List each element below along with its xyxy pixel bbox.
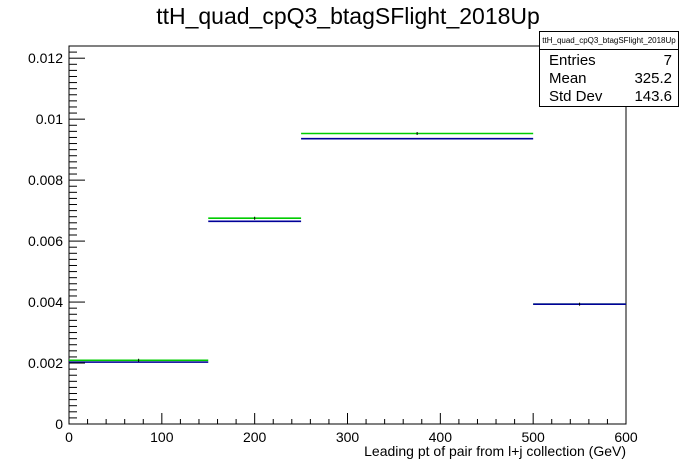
stats-value: 7 — [663, 52, 672, 69]
stats-row-std-dev: Std Dev 143.6 — [549, 87, 672, 106]
stats-title: ttH_quad_cpQ3_btagSFlight_2018Up — [540, 32, 678, 50]
x-tick-label: 0 — [65, 429, 73, 445]
y-tick-label: 0.006 — [28, 233, 63, 249]
x-tick-label: 400 — [429, 429, 453, 445]
x-tick-label: 100 — [150, 429, 174, 445]
y-tick-label: 0.01 — [36, 111, 63, 127]
stats-label: Mean — [549, 70, 587, 87]
stats-row-mean: Mean 325.2 — [549, 69, 672, 88]
stats-value: 143.6 — [634, 88, 672, 105]
stats-value: 325.2 — [634, 70, 672, 87]
y-tick-label: 0.002 — [28, 355, 63, 371]
stats-row-entries: Entries 7 — [549, 51, 672, 70]
x-tick-label: 300 — [336, 429, 360, 445]
stats-label: Std Dev — [549, 88, 603, 105]
x-axis-label: Leading pt of pair from l+j collection (… — [364, 443, 626, 459]
y-tick-label: 0.008 — [28, 172, 63, 188]
x-tick-label: 600 — [614, 429, 638, 445]
y-axis: 0 0.002 0.004 0.006 0.008 0.01 0.012 — [28, 45, 85, 432]
x-axis: 0 100 200 300 400 500 600 — [65, 413, 638, 445]
y-tick-label: 0.004 — [28, 294, 63, 310]
stats-label: Entries — [549, 52, 596, 69]
histogram-bins — [69, 131, 626, 363]
y-tick-label: 0 — [55, 416, 63, 432]
x-tick-label: 500 — [521, 429, 545, 445]
chart-title: ttH_quad_cpQ3_btagSFlight_2018Up — [156, 3, 540, 29]
stats-box: ttH_quad_cpQ3_btagSFlight_2018Up Entries… — [539, 31, 679, 107]
y-tick-label: 0.012 — [28, 50, 63, 66]
x-tick-label: 200 — [243, 429, 267, 445]
